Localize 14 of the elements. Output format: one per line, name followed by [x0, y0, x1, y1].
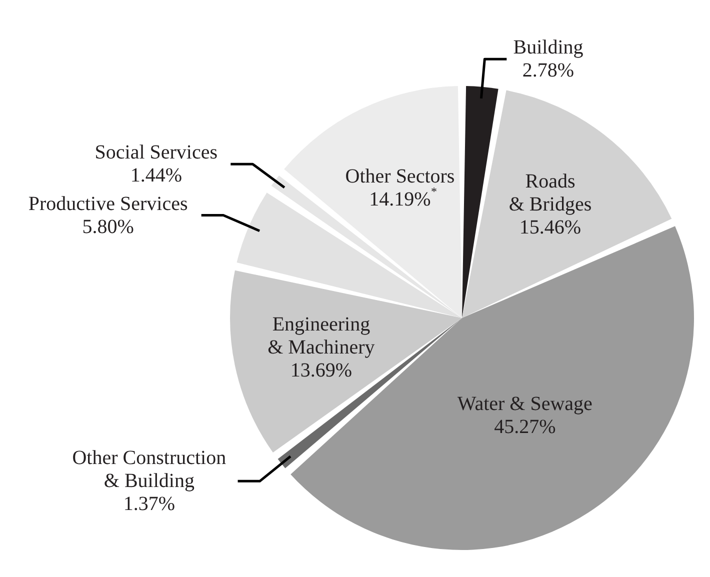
- data-label: 5.80%: [82, 216, 134, 238]
- data-label: 1.44%: [130, 164, 182, 187]
- data-label: 13.69%: [290, 359, 352, 382]
- slice-label: Water & Sewage: [457, 392, 593, 415]
- data-label: 45.27%: [494, 416, 556, 438]
- data-label: 2.78%: [522, 60, 574, 82]
- slice-label: Engineering & Machinery: [268, 313, 375, 358]
- slice-label: Roads & Bridges: [508, 170, 592, 216]
- slice-label: Building: [513, 36, 584, 59]
- data-label: 15.46%: [519, 216, 582, 238]
- slice-label: Productive Services: [28, 192, 188, 215]
- data-label: 1.37%: [123, 493, 176, 516]
- slice-label: Social Services: [94, 142, 218, 164]
- slice-label: Other Construction & Building: [72, 447, 226, 492]
